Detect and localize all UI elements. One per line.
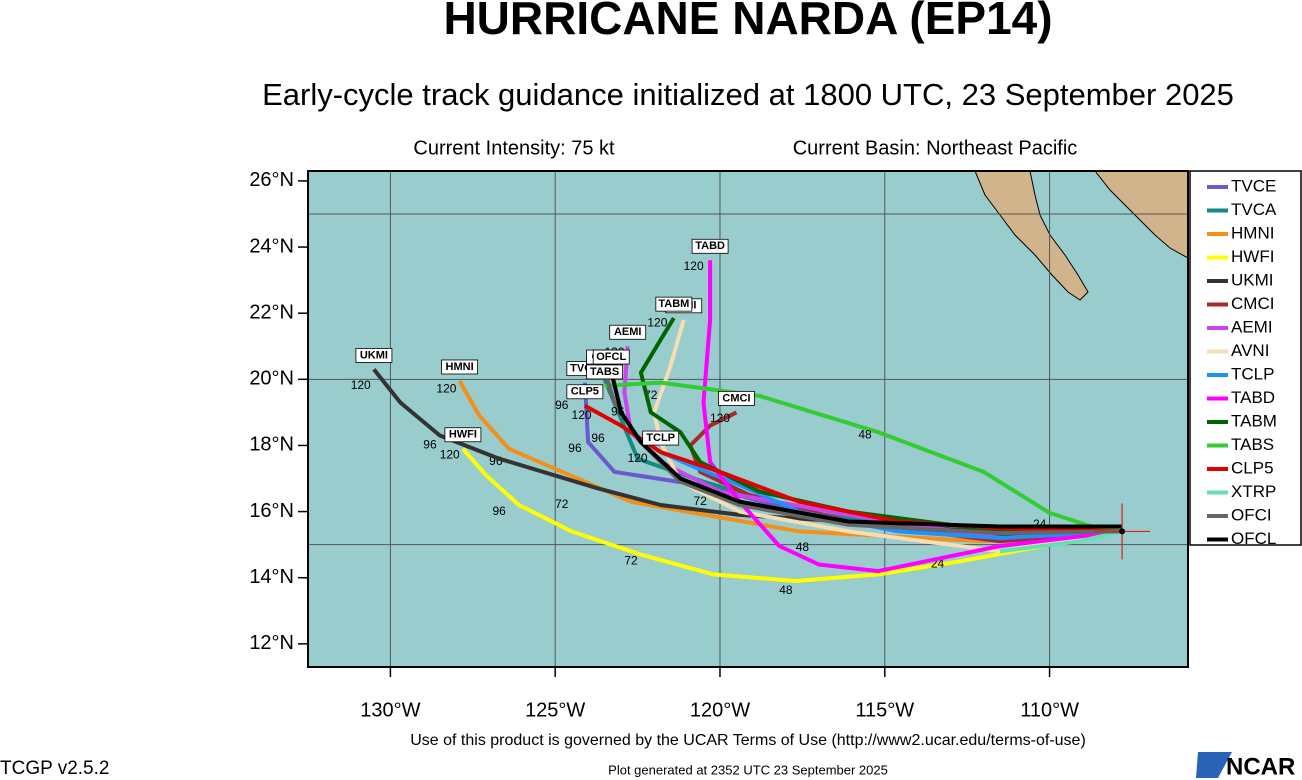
track-end-label: TABM: [658, 298, 689, 310]
hour-label: 120: [684, 259, 704, 273]
track-line: [701, 260, 1123, 574]
track-end-box: [592, 349, 630, 365]
track-end-box: [355, 347, 393, 363]
hour-label: 120: [572, 408, 592, 422]
terms: Use of this product is governed by the U…: [410, 732, 1086, 749]
y-tick-label: 16°N: [249, 500, 294, 522]
track-end-label: CMCI: [722, 392, 750, 404]
track-end-box: [642, 430, 680, 446]
hour-label: 48: [796, 540, 810, 554]
hour-label: 96: [591, 431, 605, 445]
origin-dot: [1119, 528, 1126, 535]
legend-label: TABM: [1231, 411, 1277, 430]
hour-label: 96: [555, 398, 569, 412]
track-end-label: HMNI: [446, 361, 474, 373]
y-tick-label: 26°N: [249, 169, 294, 191]
track-end-box: [609, 324, 647, 340]
hour-label: 120: [647, 315, 667, 329]
track-end-box: [691, 238, 729, 254]
hour-label: 72: [624, 553, 638, 567]
land: [974, 171, 1188, 301]
hour-label: 48: [858, 428, 872, 442]
track-line: [461, 447, 1123, 583]
track-line: [622, 346, 1123, 540]
legend-label: HMNI: [1231, 223, 1274, 242]
legend-label: OFCI: [1231, 505, 1272, 524]
legend-label: CMCI: [1231, 294, 1274, 313]
hour-label: 120: [710, 411, 730, 425]
hour-label: 72: [694, 494, 708, 508]
hour-label: 120: [351, 378, 371, 392]
legend-label: TVCE: [1231, 176, 1276, 195]
x-tick-label: 130°W: [360, 699, 420, 721]
title: HURRICANE NARDA (EP14): [443, 0, 1052, 44]
x-tick-label: 120°W: [690, 699, 750, 721]
track-end-label: CLP5: [571, 386, 599, 398]
version: TCGP v2.5.2: [0, 758, 109, 779]
legend-label: CLP5: [1231, 458, 1274, 477]
track-end-label: AEMI: [614, 326, 642, 338]
y-tick-label: 22°N: [249, 301, 294, 323]
generated: Plot generated at 2352 UTC 23 September …: [608, 762, 888, 777]
track-line: [604, 380, 1123, 534]
y-tick-label: 14°N: [249, 566, 294, 588]
y-tick-label: 12°N: [249, 632, 294, 654]
y-tick-label: 24°N: [249, 235, 294, 257]
legend-label: TCLP: [1231, 364, 1274, 383]
legend-label: TVCA: [1231, 200, 1277, 219]
legend-label: TABS: [1231, 435, 1274, 454]
track-end-label: HWFI: [449, 429, 477, 441]
hour-label: 72: [555, 497, 569, 511]
track-line: [999, 529, 1123, 554]
track-end-label: TABD: [695, 240, 725, 252]
hour-label: 96: [423, 438, 437, 452]
intensity: Current Intensity: 75 kt: [413, 137, 615, 159]
legend-label: TABD: [1231, 388, 1275, 407]
hour-label: 120: [628, 451, 648, 465]
track-line: [609, 370, 1123, 529]
basin: Current Basin: Northeast Pacific: [793, 137, 1078, 159]
hour-label: 96: [611, 405, 625, 419]
track-end-box: [444, 427, 482, 443]
track-end-label: TABS: [590, 366, 619, 378]
legend-label: AEMI: [1231, 317, 1273, 336]
x-tick-label: 125°W: [525, 699, 585, 721]
legend-label: XTRP: [1231, 482, 1276, 501]
legend-label: AVNI: [1231, 341, 1269, 360]
y-tick-label: 20°N: [249, 368, 294, 390]
x-tick-label: 110°W: [1020, 699, 1079, 721]
hour-label: 96: [492, 504, 506, 518]
track-end-box: [586, 364, 624, 380]
hour-label: 96: [568, 441, 582, 455]
track-end-box: [441, 359, 479, 375]
x-tick-label: 115°W: [855, 699, 914, 721]
track-end-box: [655, 296, 693, 312]
logo: NCAR: [1226, 753, 1295, 780]
subtitle: Early-cycle track guidance initialized a…: [262, 77, 1234, 112]
track-line: [457, 380, 1123, 544]
legend-label: UKMI: [1231, 270, 1274, 289]
track-end-box: [566, 384, 604, 400]
hour-label: 48: [779, 583, 793, 597]
track-end-label: UKMI: [360, 349, 388, 361]
logo-mark: [1196, 752, 1232, 778]
track-end-box: [718, 390, 755, 406]
map-frame: [307, 170, 1189, 668]
y-tick-label: 18°N: [249, 434, 294, 456]
legend-label: HWFI: [1231, 247, 1274, 266]
hour-label: 120: [436, 381, 456, 395]
legend-label: OFCL: [1231, 529, 1276, 548]
track-end-label: TCLP: [646, 432, 675, 444]
track-end-label: OFCL: [596, 351, 626, 363]
hour-label: 120: [440, 448, 460, 462]
